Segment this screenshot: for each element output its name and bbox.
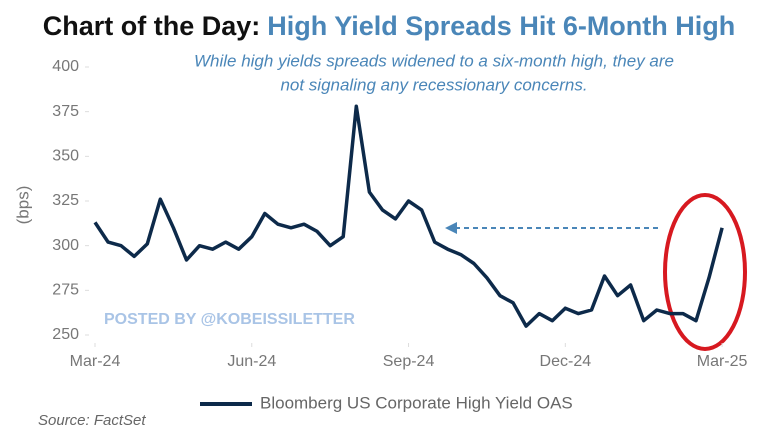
x-tick-label: Mar-24 — [70, 353, 121, 370]
title-prefix: Chart of the Day: — [43, 11, 261, 41]
source: Source: FactSet — [38, 412, 146, 429]
highlight-ellipse — [663, 193, 747, 351]
plot-area: 250 275 300 325 350 375 400 Mar-24 Jun-24 Sep-24 D… — [52, 58, 747, 370]
legend-label: Bloomberg US Corporate High Yield OAS — [260, 393, 573, 412]
y-tick-label: 300 — [52, 237, 79, 254]
y-axis-label: (bps) — [13, 186, 32, 225]
x-tick-label: Sep-24 — [383, 353, 435, 370]
subtitle-line: While high yields spreads widened to a s… — [194, 51, 674, 70]
y-tick-label: 400 — [52, 58, 79, 75]
x-tick-label: Jun-24 — [227, 353, 276, 370]
y-tick-label: 325 — [52, 192, 79, 209]
arrowhead — [445, 222, 457, 234]
x-tick-label: Dec-24 — [540, 353, 592, 370]
y-tick-label: 375 — [52, 103, 79, 120]
y-tick-label: 350 — [52, 148, 79, 165]
title-main: High Yield Spreads Hit 6-Month High — [267, 11, 735, 41]
x-tick-label: Mar-25 — [697, 353, 748, 370]
y-tick-label: 250 — [52, 326, 79, 343]
watermark: POSTED BY @KOBEISSILETTER — [104, 311, 355, 328]
chart-title: Chart of the Day: High Yield Spreads Hit … — [43, 11, 736, 41]
data-line — [93, 104, 724, 328]
y-tick-label: 275 — [52, 282, 79, 299]
subtitle-line: not signaling any recessionary concerns. — [280, 75, 587, 94]
